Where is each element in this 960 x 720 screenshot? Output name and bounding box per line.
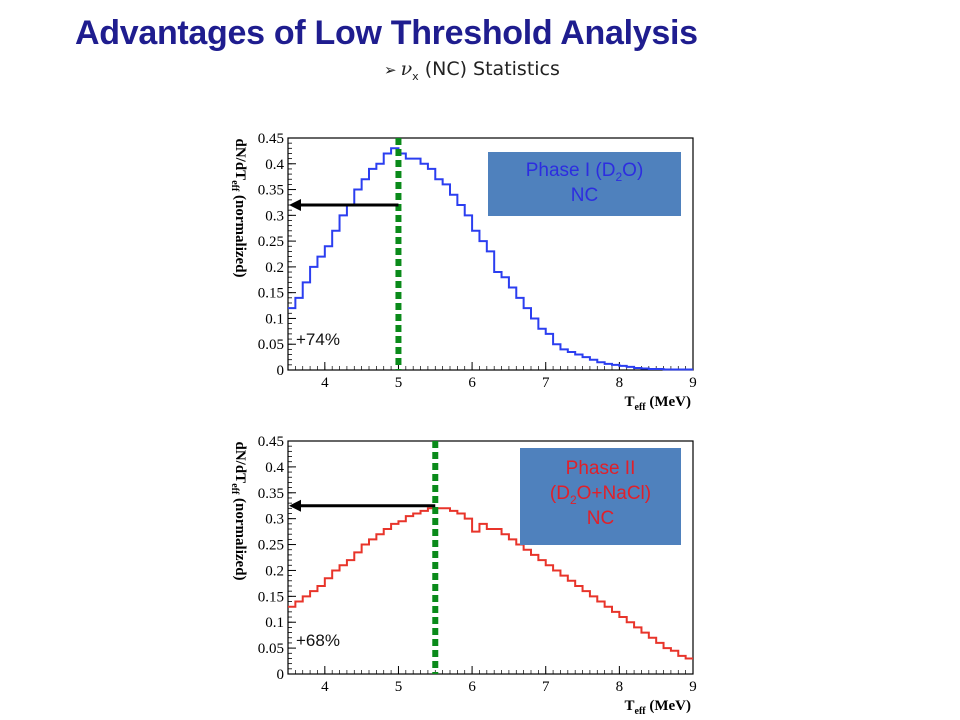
phase2-y-axis-label: dN/dTeff (normalized) [229,441,248,580]
phase2-label-box: Phase II (D2O+NaCl) NC [520,448,681,545]
phase1-y-tick-label: 0.35 [258,183,284,199]
phase1-label-part1: Phase I (D [525,160,616,181]
phase1-label-sub: 2 [615,169,623,184]
phase1-y-tick-label: 0.3 [265,208,284,224]
phase2-x-axis-label: Teff (MeV) [624,698,691,717]
phase2-x-tick-label: 5 [395,679,403,695]
phase2-chart: 0 0.05 0.1 0.15 0.2 0.25 0.3 0.35 0.4 0.45 4 5 6 7 8 9 T… [229,434,697,717]
phase1-y-tick-label: 0.05 [258,337,284,353]
phase2-y-tick-label: 0 [277,667,285,683]
phase1-x-tick-label: 9 [689,375,697,391]
phase2-x-tick-label: 4 [321,679,329,695]
phase2-arrow-head [289,499,301,512]
phase2-histogram-line [288,507,693,660]
phase1-y-tick-label: 0.4 [265,157,284,173]
phase1-arrow-head [289,199,301,212]
phase1-y-tick-label: 0.1 [265,311,284,327]
nu-subscript: x [412,69,419,83]
phase2-y-tick-label: 0.05 [258,641,284,657]
phase1-chart: 0 0.05 0.1 0.15 0.2 0.25 0.3 0.35 0.4 0.45 4 5 6 7 8 9 T… [229,131,697,413]
phase1-y-axis-label: dN/dTeff (normalized) [229,138,248,277]
phase2-y-tick-label: 0.15 [258,589,284,605]
phase1-increase-label: +74% [296,330,340,349]
phase1-x-tick-label: 6 [468,375,476,391]
phase1-y-tick-label: 0.25 [258,234,284,250]
phase2-label-part2: O+NaCl) [576,483,652,504]
phase1-x-tick-label: 7 [542,375,550,391]
phase2-label-part1: (D [549,483,570,504]
phase2-y-tick-label: 0.25 [258,538,284,554]
phase1-y-tick-label: 0.15 [258,286,284,302]
phase2-y-tick-label: 0.2 [265,563,284,579]
phase2-y-tick-label: 0.4 [265,460,284,476]
phase1-y-tick-label: 0.45 [258,131,284,147]
phase1-label-nc: NC [570,185,599,206]
slide-title: Advantages of Low Threshold Analysis [75,14,698,52]
phase1-x-axis-label: Teff (MeV) [624,394,691,413]
phase1-plot-frame [287,137,694,371]
phase2-x-tick-label: 9 [689,679,697,695]
nu-symbol-icon: ν [400,58,413,80]
phase2-y-tick-label: 0.3 [265,512,284,528]
bullet-text: (NC) Statistics [424,58,560,80]
phase2-y-tick-label: 0.1 [265,615,284,631]
phase1-x-tick-label: 4 [321,375,329,391]
phase2-x-tick-label: 6 [468,679,476,695]
phase2-plot-frame [287,440,694,675]
arrow-bullet-icon: ➢ [384,61,397,79]
phase1-x-tick-label: 8 [616,375,624,391]
phase2-increase-label: +68% [296,631,340,650]
phase2-y-tick-label: 0.35 [258,486,284,502]
phase2-label-nc: NC [586,508,615,529]
phase1-y-tick-label: 0 [277,363,285,379]
phase2-label-sub: 2 [569,492,577,507]
phase2-x-tick-label: 8 [616,679,624,695]
phase1-histogram-line [288,147,693,371]
phase1-label-box: Phase I (D2O) NC [488,152,681,216]
phase1-x-tick-label: 5 [395,375,403,391]
phase2-label-line1: Phase II [565,458,636,479]
phase1-y-tick-label: 0.2 [265,260,284,276]
bullet-line: ➢ νx (NC) Statistics [384,58,560,83]
phase1-label-part2: O) [622,160,644,181]
phase2-y-tick-label: 0.45 [258,434,284,450]
phase2-x-tick-label: 7 [542,679,550,695]
